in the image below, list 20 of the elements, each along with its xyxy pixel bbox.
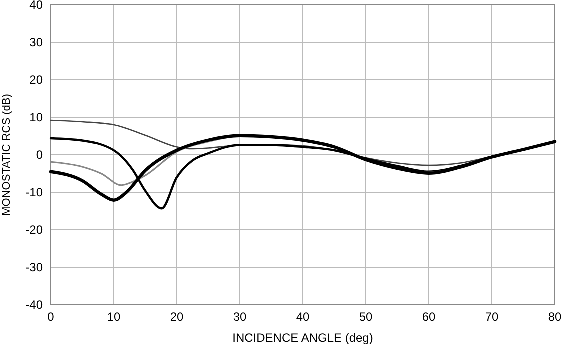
y-tick-label: 0 [36,148,44,162]
y-tick-label: 20 [30,73,44,87]
y-tick-label: 30 [30,36,44,50]
x-tick-label: 60 [422,310,436,324]
y-tick-label: -20 [26,223,44,237]
y-tick-label: 40 [30,0,44,12]
x-tick-label: 30 [233,310,247,324]
x-tick-label: 0 [48,310,55,324]
x-tick-label: 70 [485,310,499,324]
x-tick-label: 80 [548,310,562,324]
y-tick-label: 10 [30,110,44,124]
y-tick-label: -10 [26,186,44,200]
y-tick-label: -30 [26,260,44,274]
x-tick-label: 20 [170,310,184,324]
x-tick-label: 10 [107,310,121,324]
x-axis-title: INCIDENCE ANGLE (deg) [232,331,374,345]
y-axis-title: MONOSTATIC RCS (dB) [1,94,13,216]
x-tick-label: 40 [296,310,310,324]
x-tick-label: 50 [359,310,373,324]
y-tick-label: -40 [26,298,44,312]
